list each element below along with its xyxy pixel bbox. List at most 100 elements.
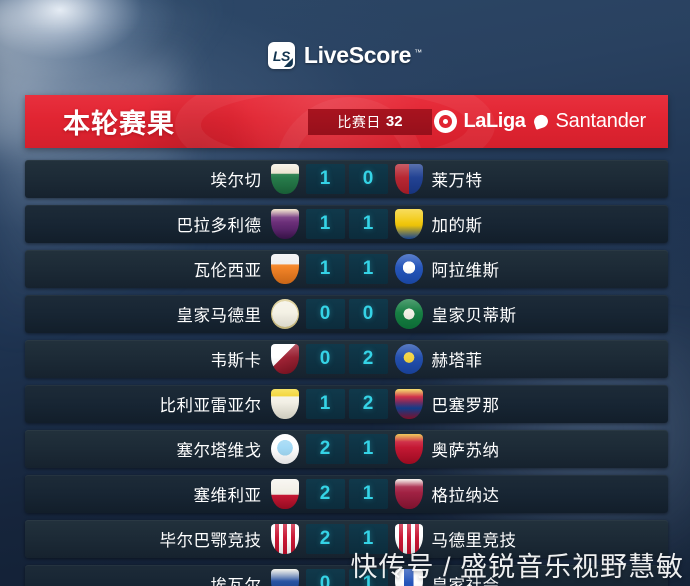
livescore-logo: LS LiveScore ™ (0, 42, 690, 69)
matchday-label: 比赛日 (337, 113, 381, 130)
away-team-name: 格拉纳达 (431, 487, 500, 505)
crest-gloss-decor (394, 479, 423, 509)
away-team-crest-icon (394, 164, 423, 194)
home-score: 1 (305, 164, 345, 194)
home-team-crest-icon (270, 299, 299, 329)
home-score: 1 (305, 254, 345, 284)
home-team-name: 巴拉多利德 (176, 217, 262, 235)
home-team-name: 塞维利亚 (193, 487, 262, 505)
away-team-name: 加的斯 (431, 217, 483, 235)
home-team-name: 韦斯卡 (210, 352, 262, 370)
crest-gloss-decor (270, 254, 299, 284)
livescore-logo-icon: LS (267, 42, 295, 69)
away-score: 1 (348, 254, 388, 284)
crest-gloss-decor (270, 569, 299, 586)
away-team-crest-icon (394, 209, 423, 239)
matchday-number: 32 (385, 113, 403, 130)
home-team-name: 毕尔巴鄂竞技 (159, 532, 262, 550)
away-team-crest-icon (394, 479, 423, 509)
crest-gloss-decor (394, 299, 423, 329)
home-team-name: 皇家马德里 (176, 307, 262, 325)
away-team-crest-icon (394, 524, 423, 554)
home-team-crest-icon (270, 524, 299, 554)
away-team-name: 皇家贝蒂斯 (431, 307, 517, 325)
crest-gloss-decor (394, 569, 423, 586)
home-team-crest-icon (270, 254, 299, 284)
crest-gloss-decor (270, 209, 299, 239)
logo-wordmark: LiveScore (303, 42, 412, 68)
home-team-name: 塞尔塔维戈 (176, 442, 262, 460)
laliga-wordmark: LaLiga (463, 110, 526, 132)
page-title: 本轮赛果 (63, 109, 175, 139)
match-results-list: 埃尔切 1 0 莱万特 巴拉多利德 1 1 加的斯 瓦伦西亚 1 1 阿拉维斯 皇家马德里 0 0 皇家贝蒂斯… (25, 160, 668, 586)
home-team-crest-icon (270, 344, 299, 374)
home-score: 1 (305, 209, 345, 239)
trademark-symbol: ™ (414, 48, 423, 57)
match-row[interactable]: 毕尔巴鄂竞技 2 1 马德里竞技 (25, 520, 668, 558)
crest-gloss-decor (270, 164, 299, 194)
home-score: 2 (305, 434, 345, 464)
crest-gloss-decor (394, 434, 423, 464)
home-team-name: 埃尔切 (210, 172, 262, 190)
away-team-crest-icon (394, 569, 423, 586)
home-team-crest-icon (270, 209, 299, 239)
away-score: 1 (348, 569, 388, 586)
home-team-crest-icon (270, 434, 299, 464)
away-team-name: 巴塞罗那 (431, 397, 500, 415)
match-row[interactable]: 瓦伦西亚 1 1 阿拉维斯 (25, 250, 668, 288)
crest-gloss-decor (270, 389, 299, 419)
match-row[interactable]: 皇家马德里 0 0 皇家贝蒂斯 (25, 295, 668, 333)
away-team-name: 奥萨苏纳 (431, 442, 500, 460)
crest-gloss-decor (394, 209, 423, 239)
match-row[interactable]: 韦斯卡 0 2 赫塔菲 (25, 340, 668, 378)
away-score: 2 (348, 389, 388, 419)
home-score: 0 (305, 569, 345, 586)
away-team-name: 阿拉维斯 (431, 262, 500, 280)
results-header-banner: 本轮赛果 比赛日 32 LaLiga Santander (25, 95, 668, 148)
home-score: 2 (305, 479, 345, 509)
away-team-name: 赫塔菲 (431, 352, 483, 370)
laliga-emblem-icon (434, 110, 458, 133)
home-score: 1 (305, 389, 345, 419)
match-row[interactable]: 塞维利亚 2 1 格拉纳达 (25, 475, 668, 513)
home-score: 2 (305, 524, 345, 554)
home-team-crest-icon (270, 569, 299, 586)
match-row[interactable]: 埃瓦尔 0 1 皇家社会 (25, 565, 668, 586)
crest-gloss-decor (394, 164, 423, 194)
away-team-crest-icon (394, 299, 423, 329)
away-score: 1 (348, 479, 388, 509)
logo-mark-text: LS (272, 47, 290, 64)
crest-gloss-decor (270, 434, 299, 464)
away-score: 1 (348, 524, 388, 554)
match-row[interactable]: 埃尔切 1 0 莱万特 (25, 160, 668, 198)
home-team-crest-icon (270, 164, 299, 194)
match-row[interactable]: 巴拉多利德 1 1 加的斯 (25, 205, 668, 243)
away-team-crest-icon (394, 389, 423, 419)
matchday-badge: 比赛日 32 (308, 108, 432, 135)
home-team-crest-icon (270, 389, 299, 419)
home-team-name: 比利亚雷亚尔 (159, 397, 262, 415)
match-row[interactable]: 塞尔塔维戈 2 1 奥萨苏纳 (25, 430, 668, 468)
away-team-crest-icon (394, 344, 423, 374)
away-score: 2 (348, 344, 388, 374)
crest-gloss-decor (394, 524, 423, 554)
away-team-crest-icon (394, 434, 423, 464)
crest-gloss-decor (270, 479, 299, 509)
away-team-crest-icon (394, 254, 423, 284)
away-score: 0 (348, 299, 388, 329)
santander-wordmark: Santander (555, 110, 647, 132)
match-row[interactable]: 比利亚雷亚尔 1 2 巴塞罗那 (25, 385, 668, 423)
crest-gloss-decor (394, 254, 423, 284)
home-team-name: 瓦伦西亚 (193, 262, 262, 280)
crest-gloss-decor (270, 344, 299, 374)
away-score: 0 (348, 164, 388, 194)
home-team-crest-icon (270, 479, 299, 509)
